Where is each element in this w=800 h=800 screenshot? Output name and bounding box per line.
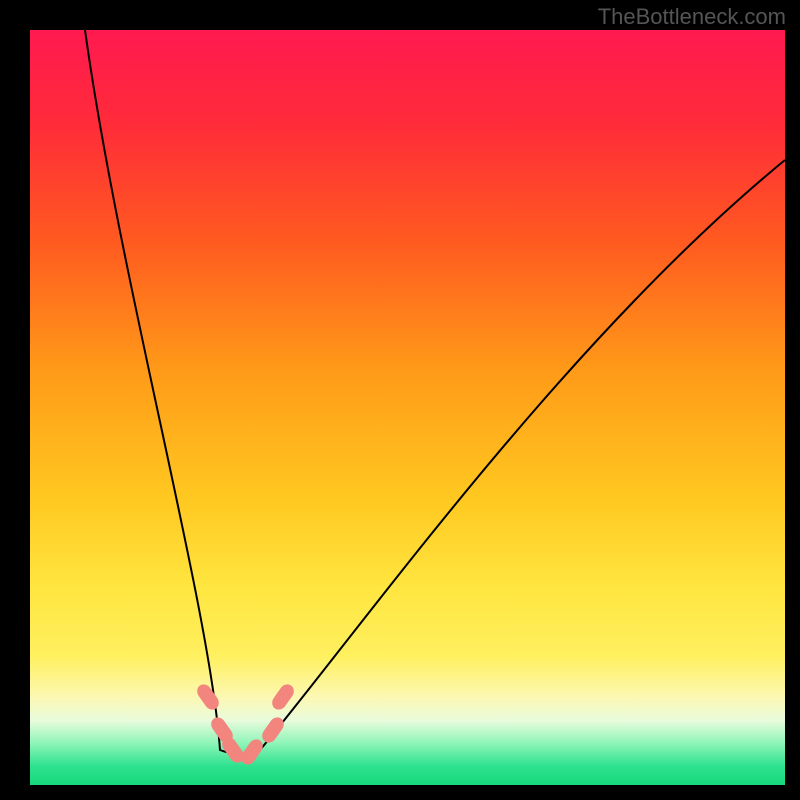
plot-area xyxy=(30,30,785,785)
chart-svg xyxy=(30,30,785,785)
gradient-background xyxy=(30,30,785,785)
outer-frame: TheBottleneck.com xyxy=(0,0,800,800)
watermark-text: TheBottleneck.com xyxy=(598,4,786,30)
